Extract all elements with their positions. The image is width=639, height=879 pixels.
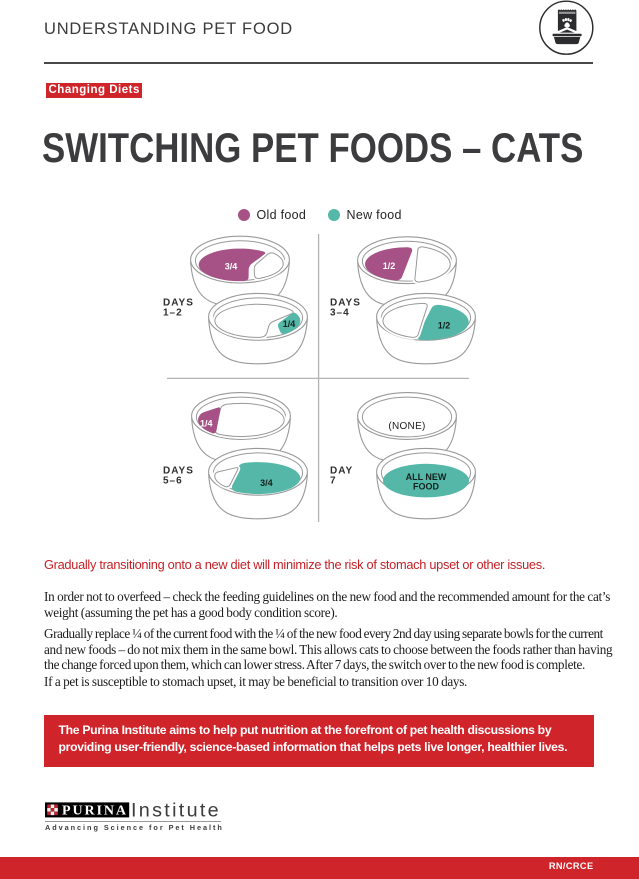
svg-text:1/4: 1/4 xyxy=(200,418,213,428)
svg-text:DAY: DAY xyxy=(330,466,353,477)
svg-text:3–4: 3–4 xyxy=(330,308,350,319)
svg-text:DAYS: DAYS xyxy=(163,466,194,477)
svg-text:Institute: Institute xyxy=(131,800,221,822)
svg-text:1–2: 1–2 xyxy=(163,308,183,319)
svg-text:1/2: 1/2 xyxy=(383,261,396,271)
svg-text:PURINA: PURINA xyxy=(62,804,128,819)
svg-text:Advancing Science for Pet Heal: Advancing Science for Pet Health xyxy=(45,823,224,832)
svg-text:(NONE): (NONE) xyxy=(388,421,425,432)
svg-text:3/4: 3/4 xyxy=(225,262,238,272)
svg-text:7: 7 xyxy=(330,476,337,487)
svg-text:1/2: 1/2 xyxy=(438,321,451,331)
svg-text:FOOD: FOOD xyxy=(413,481,439,491)
svg-text:ALL NEW: ALL NEW xyxy=(406,472,447,482)
svg-text:DAYS: DAYS xyxy=(330,298,361,309)
svg-text:5–6: 5–6 xyxy=(163,476,183,487)
svg-text:3/4: 3/4 xyxy=(260,478,273,488)
svg-text:DAYS: DAYS xyxy=(163,298,194,309)
svg-text:1/4: 1/4 xyxy=(283,319,296,329)
